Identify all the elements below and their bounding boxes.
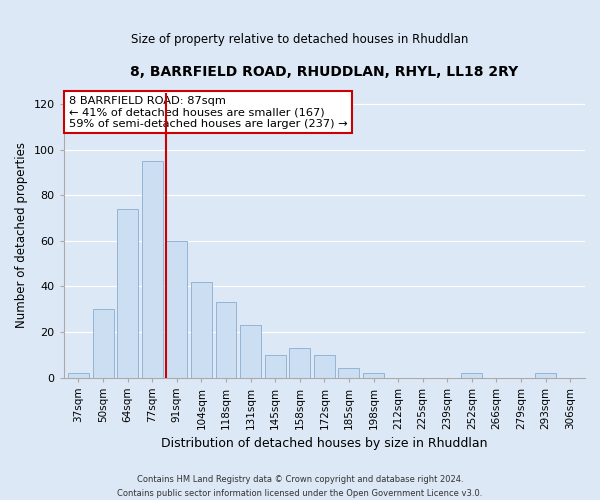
- Bar: [289, 348, 310, 378]
- Title: 8, BARRFIELD ROAD, RHUDDLAN, RHYL, LL18 2RY: 8, BARRFIELD ROAD, RHUDDLAN, RHYL, LL18 …: [130, 65, 518, 79]
- Text: 8 BARRFIELD ROAD: 87sqm
← 41% of detached houses are smaller (167)
59% of semi-d: 8 BARRFIELD ROAD: 87sqm ← 41% of detache…: [69, 96, 347, 128]
- X-axis label: Distribution of detached houses by size in Rhuddlan: Distribution of detached houses by size …: [161, 437, 488, 450]
- Bar: [461, 373, 482, 378]
- Text: Contains HM Land Registry data © Crown copyright and database right 2024.
Contai: Contains HM Land Registry data © Crown c…: [118, 476, 482, 498]
- Text: Size of property relative to detached houses in Rhuddlan: Size of property relative to detached ho…: [131, 32, 469, 46]
- Bar: [191, 282, 212, 378]
- Bar: [92, 309, 113, 378]
- Bar: [215, 302, 236, 378]
- Bar: [314, 354, 335, 378]
- Bar: [338, 368, 359, 378]
- Y-axis label: Number of detached properties: Number of detached properties: [15, 142, 28, 328]
- Bar: [535, 373, 556, 378]
- Bar: [363, 373, 384, 378]
- Bar: [265, 354, 286, 378]
- Bar: [240, 325, 261, 378]
- Bar: [166, 241, 187, 378]
- Bar: [117, 209, 138, 378]
- Bar: [142, 161, 163, 378]
- Bar: [68, 373, 89, 378]
